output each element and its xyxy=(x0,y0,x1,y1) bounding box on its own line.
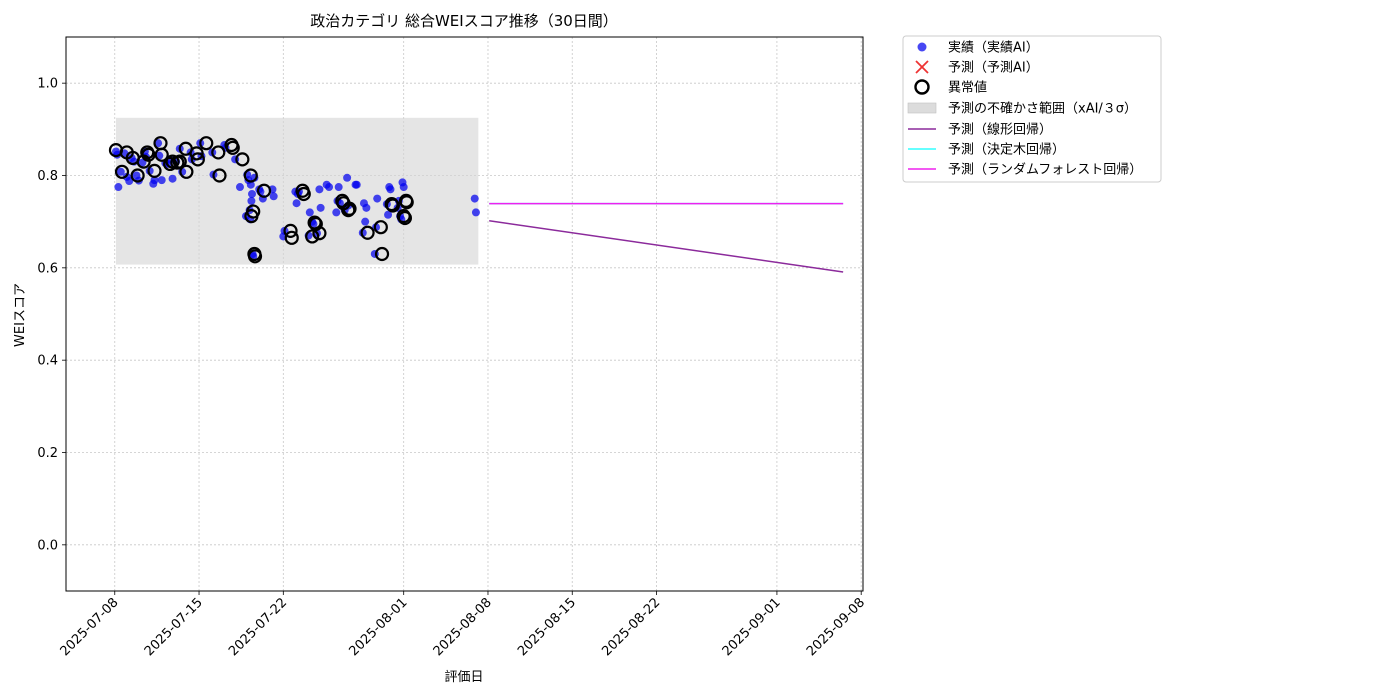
anomaly-marker xyxy=(305,229,320,244)
anomaly-marker xyxy=(211,145,226,160)
y-tick-label: 0.0 xyxy=(37,538,58,553)
anomaly-marker xyxy=(147,163,162,178)
anomaly-marker xyxy=(154,147,169,162)
actual-point xyxy=(150,176,159,185)
actual-point xyxy=(332,208,341,217)
forecast-line-linear xyxy=(489,220,844,273)
actual-point xyxy=(325,183,334,192)
actual-point xyxy=(361,217,370,226)
actual-point xyxy=(384,210,393,219)
actual-point xyxy=(386,185,395,194)
anomaly-marker xyxy=(141,147,156,162)
anomaly-marker xyxy=(243,168,258,183)
anomaly-marker xyxy=(342,201,357,216)
actual-point xyxy=(145,166,154,175)
anomaly-marker xyxy=(385,198,400,213)
actual-point xyxy=(154,139,163,148)
anomaly-marker xyxy=(199,136,214,151)
legend-label: 異常値 xyxy=(948,80,987,96)
legend-label: 実績（実績AI） xyxy=(948,40,1039,56)
anomaly-marker xyxy=(172,154,187,169)
legend-actual-marker xyxy=(917,42,927,52)
actual-point xyxy=(470,194,479,203)
actual-point xyxy=(315,185,324,194)
anomaly-marker xyxy=(212,168,227,183)
actual-point xyxy=(372,223,381,232)
legend-label: 予測（線形回帰） xyxy=(948,122,1052,138)
legend-item-predicted-marker: 予測（予測AI） xyxy=(915,60,1039,76)
anomaly-marker xyxy=(179,164,194,179)
y-axis-label: WEIスコア xyxy=(13,283,28,347)
anomaly-marker xyxy=(189,146,204,161)
actual-point xyxy=(116,167,125,176)
legend-label: 予測（ランダムフォレスト回帰） xyxy=(948,162,1142,178)
actual-point xyxy=(373,194,382,203)
actual-point xyxy=(246,180,255,189)
actual-point xyxy=(352,180,361,189)
legend-item-actual: 実績（実績AI） xyxy=(917,40,1039,56)
anomaly-marker xyxy=(399,195,414,210)
y-tick-label: 0.4 xyxy=(37,354,58,369)
legend-item-linear: 予測（線形回帰） xyxy=(908,122,1052,138)
anomaly-marker xyxy=(225,140,240,155)
anomaly-marker xyxy=(246,204,261,219)
legend-item-anomaly: 異常値 xyxy=(914,79,987,96)
anomaly-marker xyxy=(360,225,375,240)
y-tick-label: 1.0 xyxy=(37,77,58,92)
anomaly-marker xyxy=(373,220,388,235)
anomaly-marker xyxy=(163,156,178,172)
anomaly-marker xyxy=(374,246,390,262)
anomaly-marker xyxy=(114,164,130,179)
actual-point xyxy=(235,183,244,192)
anomaly-marker xyxy=(308,216,323,232)
legend-item-uncertainty-band: 予測の不確かさ範囲（xAI/３σ） xyxy=(907,101,1137,117)
anomaly-marker xyxy=(283,223,298,238)
anomaly-marker xyxy=(235,152,250,167)
anomaly-marker xyxy=(190,152,205,167)
legend-label: 予測（予測AI） xyxy=(948,61,1039,76)
actual-point xyxy=(292,199,301,208)
plot-frame xyxy=(65,36,864,592)
legend-item-random-forest: 予測（ランダムフォレスト回帰） xyxy=(908,162,1142,178)
anomaly-marker xyxy=(284,230,299,245)
anomaly-marker xyxy=(247,249,263,264)
actual-point xyxy=(358,228,367,237)
actual-point xyxy=(248,189,257,198)
anomaly-marker xyxy=(256,183,272,198)
actual-point xyxy=(157,176,166,185)
chart-title: 政治カテゴリ 総合WEIスコア推移（30日間） xyxy=(310,12,618,30)
y-tick-label: 0.8 xyxy=(37,169,58,184)
legend-box xyxy=(902,35,1162,183)
legend-cross-marker xyxy=(915,60,929,74)
actual-point xyxy=(399,183,408,192)
y-tick-label: 0.6 xyxy=(37,261,58,276)
actual-point xyxy=(305,208,314,217)
actual-point xyxy=(269,192,278,201)
legend-label: 予測（決定木回帰） xyxy=(948,142,1065,158)
legend-item-decision-tree: 予測（決定木回帰） xyxy=(908,142,1065,158)
y-tick-label: 0.2 xyxy=(37,446,58,461)
anomaly-marker xyxy=(130,168,145,183)
anomaly-marker xyxy=(397,210,413,226)
actual-point xyxy=(362,203,371,212)
legend-anomaly-marker xyxy=(914,79,930,95)
actual-point xyxy=(316,203,325,212)
actual-point xyxy=(168,174,177,183)
anomaly-marker xyxy=(296,186,311,202)
legend-band-swatch xyxy=(907,102,937,114)
actual-point xyxy=(247,196,256,205)
legend-label: 予測の不確かさ範囲（xAI/３σ） xyxy=(948,101,1137,117)
actual-point xyxy=(309,219,318,228)
x-axis-label: 評価日 xyxy=(444,670,483,685)
actual-point xyxy=(343,173,352,182)
anomaly-marker xyxy=(312,226,327,241)
actual-point xyxy=(125,177,134,186)
actual-point xyxy=(334,183,343,192)
actual-point xyxy=(114,183,123,192)
actual-point xyxy=(471,208,480,217)
